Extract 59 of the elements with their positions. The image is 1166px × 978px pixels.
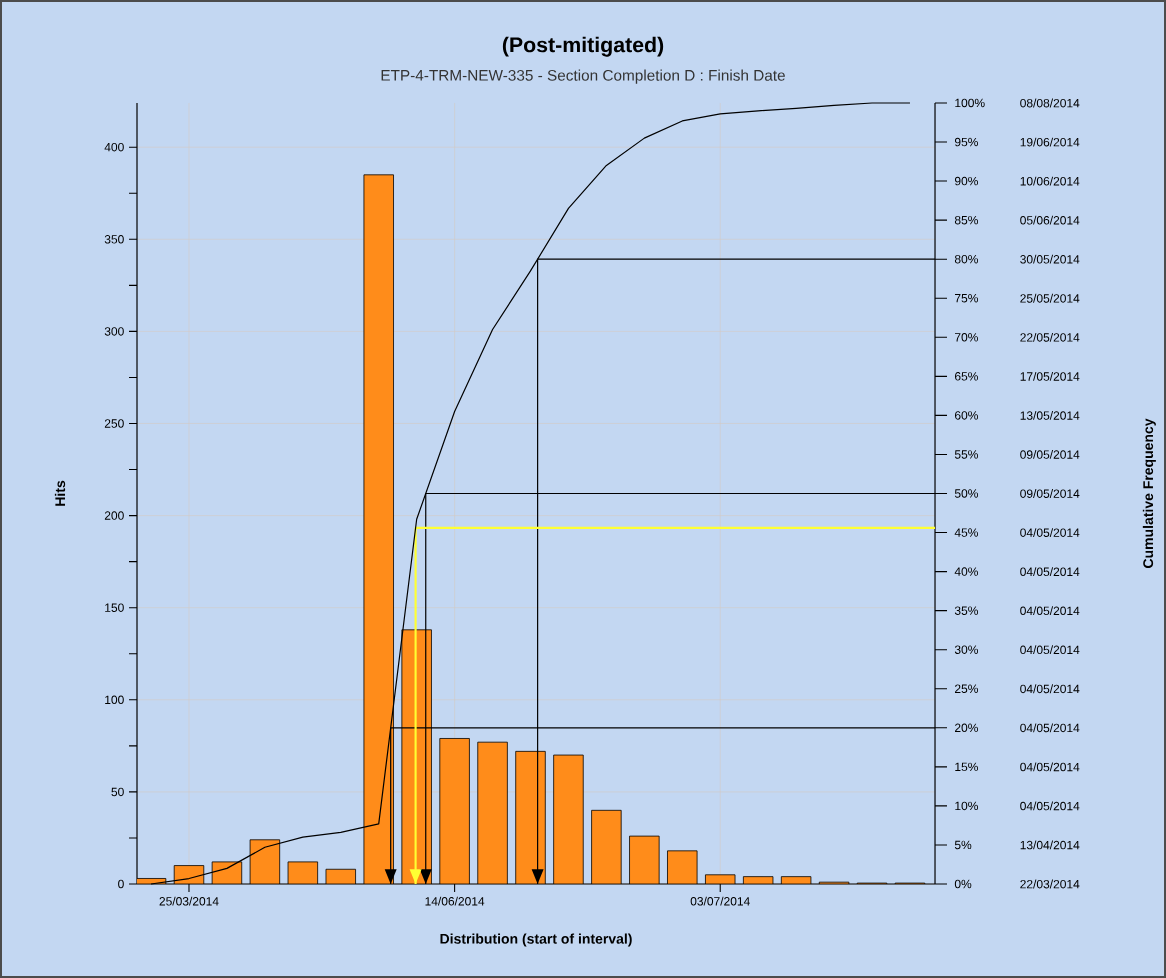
y-tick-label: 200 [104, 511, 124, 520]
text: 04/05/2014 [1020, 645, 1080, 655]
chart-subtitle: ETP-4-TRM-NEW-335 - Section Completion D : Finish Date [381, 69, 785, 84]
text: 13/05/2014 [1020, 410, 1080, 420]
y-tick-label: 250 [104, 419, 124, 428]
y2-tick-label: 45% [954, 528, 978, 537]
text: 19/06/2014 [1020, 137, 1080, 147]
y2-tick-label: 5% [954, 840, 972, 850]
y-tick-label: 50 [111, 787, 124, 797]
y-tick-label: 150 [105, 603, 124, 612]
text: 04/05/2014 [1020, 762, 1080, 772]
y-tick-label: 300 [104, 327, 124, 336]
text: 05/06/2014 [1020, 215, 1080, 225]
text: 04/05/2014 [1020, 723, 1080, 733]
text: 04/05/2014 [1020, 684, 1080, 694]
y2-tick-label: 0% [954, 879, 972, 889]
y2-tick-label: 35% [954, 606, 978, 615]
text: 04/05/2014 [1020, 567, 1080, 577]
x-tick-label: 14/06/2014 [425, 896, 485, 906]
y2-tick-label: 50% [954, 489, 978, 498]
text: 09/05/2014 [1020, 489, 1080, 498]
chart-title: (Post-mitigated) [502, 36, 664, 57]
y2-tick-label: 80% [954, 254, 978, 264]
y2-tick-label: 15% [955, 762, 978, 772]
y-tick-label: 400 [104, 142, 124, 152]
x-axis-title: Distribution (start of interval) [440, 933, 632, 947]
y2-tick-label: 55% [954, 450, 978, 459]
text: 13/04/2014 [1020, 840, 1080, 850]
text: 30/05/2014 [1020, 254, 1080, 264]
y2-tick-label: 85% [954, 215, 978, 225]
text: 08/08/2014 [1020, 98, 1080, 108]
y2-tick-label: 40% [954, 567, 978, 576]
text: 04/05/2014 [1020, 606, 1080, 616]
y-tick-label: 0 [118, 879, 124, 889]
y2-tick-label: 20% [955, 723, 978, 733]
y2-tick-label: 25% [955, 684, 978, 693]
y-tick-label: 350 [104, 235, 124, 244]
y2-tick-label: 10% [955, 801, 978, 811]
y-axis-title: Hits [54, 480, 66, 506]
y2-tick-label: 30% [954, 645, 978, 654]
y2-tick-label: 60% [955, 411, 978, 420]
text: 17/05/2014 [1020, 371, 1080, 381]
text: Cumulative Frequency [1142, 418, 1156, 568]
x-tick-label: 03/07/2014 [690, 896, 750, 906]
y2-tick-label: 70% [955, 333, 978, 342]
text: 10/06/2014 [1020, 176, 1080, 186]
y2-tick-label: 65% [955, 372, 978, 381]
y-tick-label: 100 [105, 695, 124, 705]
text: 22/03/2014 [1020, 879, 1080, 889]
text: 22/05/2014 [1020, 332, 1080, 342]
y2-tick-label: 100% [955, 98, 985, 108]
x-tick-label: 25/03/2014 [159, 896, 219, 906]
text: 04/05/2014 [1020, 801, 1080, 811]
text: 04/05/2014 [1020, 528, 1080, 537]
y2-tick-label: 95% [954, 137, 978, 147]
text: 09/05/2014 [1020, 450, 1080, 459]
text: 25/05/2014 [1020, 293, 1080, 303]
y2-tick-label: 90% [954, 176, 978, 186]
y2-tick-label: 75% [955, 294, 978, 303]
